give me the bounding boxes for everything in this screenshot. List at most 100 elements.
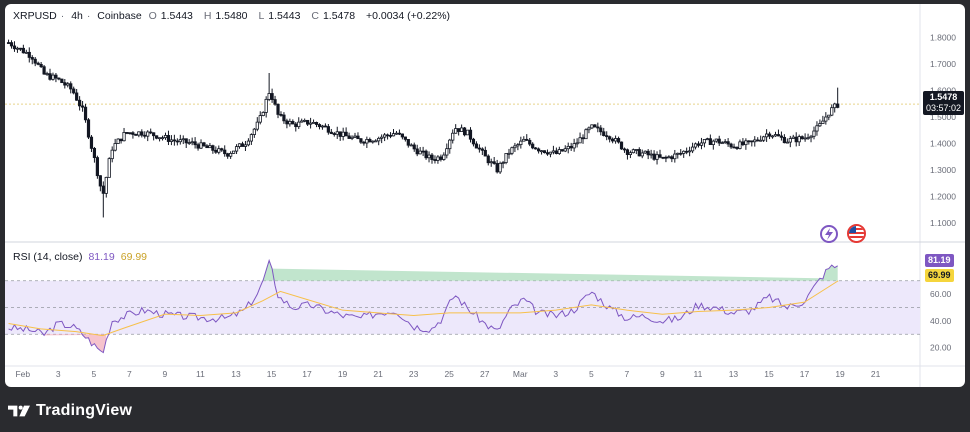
candle-body [294, 123, 298, 128]
candle-body [664, 156, 668, 159]
candle-body [246, 140, 251, 146]
candle-body [646, 150, 650, 156]
chart-canvas[interactable]: 1.1000 1.2000 1.3000 1.4000 1.5000 1.6000 1.70… [5, 4, 965, 387]
price-tick-label: 1.8000 [930, 32, 956, 42]
candle-body [782, 136, 786, 144]
candle-body [406, 139, 410, 146]
candle-body [619, 141, 624, 150]
chart-panel[interactable]: 1.1000 1.2000 1.3000 1.4000 1.5000 1.6000 1.70… [5, 4, 965, 387]
price-tick-label: 1.5000 [930, 112, 956, 122]
time-tick-label: 15 [267, 369, 277, 379]
candle-body [563, 148, 567, 152]
brand-footer[interactable]: TradingView [8, 400, 132, 422]
price-tick-label: 1.2000 [930, 191, 956, 201]
low-value: L 1.5443 [258, 10, 301, 22]
candle-body [785, 141, 789, 144]
candle-body [436, 156, 440, 161]
candle-body [403, 136, 407, 140]
candle-body [696, 143, 701, 146]
candle-body [676, 152, 680, 155]
candle-body [643, 150, 647, 154]
candle-body [779, 135, 784, 138]
candle-body [673, 153, 677, 160]
time-tick-label: 3 [553, 369, 558, 379]
candle-body [720, 142, 724, 145]
interval-label[interactable]: 4h [71, 10, 83, 22]
candle-body [193, 141, 197, 146]
candle-body [166, 135, 171, 142]
candle-body [80, 105, 85, 108]
high-value: H 1.5480 [203, 10, 248, 22]
symbol-name[interactable]: XRPUSD [13, 10, 57, 22]
time-tick-label: 5 [91, 369, 96, 379]
candle-body [232, 150, 236, 154]
candle-body [83, 106, 88, 121]
candle-body [220, 148, 224, 151]
candle-body [593, 124, 597, 128]
candle-body [690, 146, 695, 152]
candle-body [770, 135, 775, 138]
candle-body [400, 133, 404, 138]
candle-body [157, 137, 162, 140]
candle-body [688, 150, 692, 153]
candle-body [119, 138, 123, 142]
rsi-legend[interactable]: RSI (14, close) 81.19 69.99 [13, 251, 147, 263]
candle-body [335, 131, 339, 135]
time-tick-label: 27 [480, 369, 490, 379]
candle-body [306, 119, 310, 125]
candle-body [362, 141, 366, 144]
time-tick-label: 17 [800, 369, 810, 379]
candle-body [33, 58, 37, 64]
candle-body [323, 125, 327, 128]
candle-body [572, 143, 576, 149]
candle-body [685, 150, 689, 153]
candle-body [836, 103, 840, 108]
candle-body [430, 154, 434, 160]
us-flag-icon[interactable] [847, 224, 866, 243]
candle-body [824, 116, 828, 122]
candle-body [149, 131, 153, 134]
price-tick-label: 1.1000 [930, 218, 956, 228]
candle-body [54, 74, 58, 79]
candle-body [356, 135, 360, 140]
candle-body [397, 132, 402, 135]
candle-body [625, 149, 630, 155]
candle-body [412, 144, 416, 150]
rsi-oversold-fill [44, 334, 107, 353]
candle-body [303, 119, 307, 122]
candle-body [78, 99, 82, 107]
candle-body [415, 148, 419, 155]
candle-body [267, 93, 271, 100]
exchange-label: Coinbase [97, 10, 142, 22]
candle-body [261, 112, 265, 116]
candle-body [699, 142, 704, 146]
candle-body [211, 145, 215, 151]
time-tick-label: Feb [15, 369, 30, 379]
candle-body [471, 138, 476, 145]
symbol-header: XRPUSD · 4h · Coinbase O 1.5443 H 1.5480 L 1.… [13, 10, 451, 22]
candle-body [110, 149, 114, 160]
candle-body [276, 103, 280, 115]
candle-body [338, 131, 342, 137]
candle-body [667, 156, 671, 159]
candle-body [587, 127, 591, 131]
candle-body [353, 135, 357, 138]
candle-body [69, 83, 73, 90]
candle-body [477, 147, 481, 150]
candle-body [314, 121, 319, 125]
candle-body [104, 176, 108, 194]
time-tick-label: 13 [231, 369, 241, 379]
candle-body [717, 138, 721, 144]
candles [6, 39, 840, 218]
candle-body [45, 73, 49, 76]
price-tick-label: 1.6000 [930, 85, 956, 95]
candle-body [682, 150, 686, 154]
time-tick-label: 11 [196, 369, 205, 379]
candle-body [762, 136, 766, 141]
candle-body [169, 139, 174, 142]
candle-body [421, 150, 425, 153]
lightning-icon[interactable] [820, 225, 838, 243]
candle-body [628, 152, 632, 155]
candle-body [237, 143, 242, 147]
candle-body [640, 152, 644, 157]
